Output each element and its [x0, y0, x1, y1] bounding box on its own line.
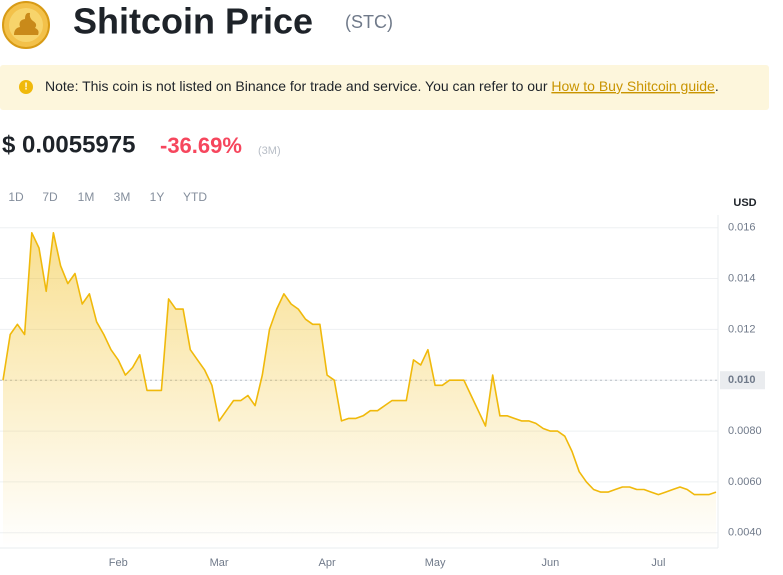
- page-title: Shitcoin Price: [73, 1, 313, 42]
- note-body: Note: This coin is not listed on Binance…: [45, 78, 548, 94]
- x-tick-label: Feb: [109, 557, 128, 569]
- y-tick-label: 0.016: [728, 222, 756, 234]
- time-tab[interactable]: 3M: [114, 190, 131, 204]
- reference-label-bg: [720, 371, 765, 390]
- time-tabs: 1D 7D 1M 3M 1Y YTD: [8, 190, 207, 204]
- time-tab[interactable]: 1Y: [150, 190, 165, 204]
- change-period: (3M): [258, 145, 281, 157]
- price-area: [3, 232, 716, 549]
- time-tab[interactable]: 1M: [78, 190, 95, 204]
- y-tick-label: 0.0080: [728, 425, 762, 437]
- x-tick-label: Apr: [319, 557, 336, 569]
- note-link[interactable]: How to Buy Shitcoin guide: [551, 78, 715, 94]
- time-tab[interactable]: YTD: [183, 190, 207, 204]
- x-tick-label: Jul: [651, 557, 665, 569]
- y-tick-label: 0.010: [728, 374, 756, 386]
- note-icon: [19, 80, 33, 94]
- price-change: -36.69%: [160, 133, 242, 158]
- y-tick-label: 0.0040: [728, 527, 762, 539]
- price-chart: USD 0.0040 0.0060 0.0080 0.010 0.012 0.014 0.01…: [0, 197, 765, 569]
- x-tick-label: Mar: [210, 557, 229, 569]
- y-tick-label: 0.012: [728, 323, 756, 335]
- note-text: Note: This coin is not listed on Binance…: [45, 78, 719, 94]
- note-icon-mark: !: [24, 82, 27, 93]
- note-end: .: [715, 78, 719, 94]
- y-tick-label: 0.014: [728, 272, 756, 284]
- y-tick-label: 0.0060: [728, 476, 762, 488]
- coin-icon: [2, 1, 50, 49]
- time-tab[interactable]: 7D: [42, 190, 58, 204]
- note-banner: [0, 65, 769, 110]
- x-tick-label: Jun: [541, 557, 559, 569]
- time-tab[interactable]: 1D: [8, 190, 24, 204]
- x-tick-label: May: [425, 557, 446, 569]
- coin-symbol: (STC): [345, 12, 393, 32]
- y-axis-label: USD: [733, 197, 756, 209]
- price-line: [2, 232, 717, 496]
- price-value: $ 0.0055975: [2, 131, 135, 158]
